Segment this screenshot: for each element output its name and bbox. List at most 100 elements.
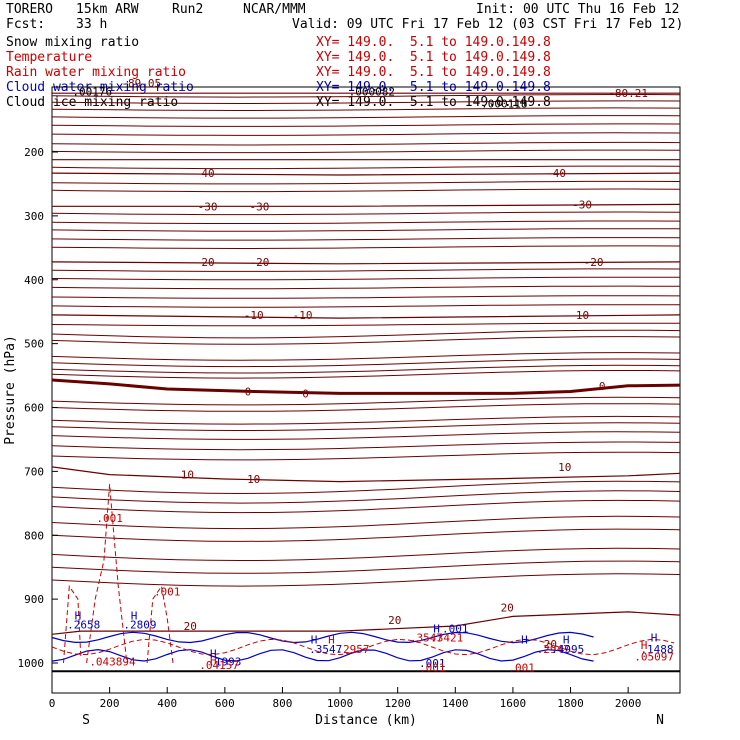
x-tick-label: 0 xyxy=(49,697,56,710)
isotherm-line xyxy=(51,220,681,224)
isotherm-line xyxy=(51,245,681,250)
isotherm-line xyxy=(51,515,681,530)
contour-label: H xyxy=(328,633,335,646)
contour-label: .001 xyxy=(442,623,469,636)
isotherm--40 xyxy=(51,172,681,176)
contour-label: .00176 xyxy=(72,85,112,98)
contour-label: 10 xyxy=(558,461,571,474)
isotherm-line xyxy=(51,547,681,562)
contour-label: 0 xyxy=(245,386,252,399)
contour-label: .1993 xyxy=(208,656,241,669)
isotherm-line xyxy=(51,431,681,440)
contour-label: -40 xyxy=(195,167,215,180)
contour-label: .3547 xyxy=(410,632,443,645)
contour-label: .4995 xyxy=(551,643,584,656)
isotherm-line xyxy=(51,237,681,241)
legend-temperature-xy: XY= 149.0. 5.1 to 149.0.149.8 xyxy=(316,50,551,65)
header-run: Run2 xyxy=(172,2,204,17)
isotherm-line xyxy=(51,329,681,339)
x-tick-label: 1400 xyxy=(442,697,469,710)
contour-label: H xyxy=(563,633,570,646)
isotherm-line xyxy=(51,415,681,425)
rain-water-contour xyxy=(63,584,82,664)
isotherm-line xyxy=(51,499,681,514)
isotherm--30 xyxy=(52,203,681,207)
contour-label: H xyxy=(433,623,440,636)
isotherm-line xyxy=(51,336,681,345)
isotherm-line xyxy=(51,165,681,170)
contour-label: H xyxy=(311,633,318,646)
header-fcst-label: Fcst: xyxy=(6,17,46,32)
header-valid: Valid: 09 UTC Fri 17 Feb 12 (03 CST Fri … xyxy=(292,17,684,32)
contour-label: H xyxy=(521,633,528,646)
contour-label: H xyxy=(210,654,217,667)
contour-label: .2658 xyxy=(67,619,100,632)
isotherm-line xyxy=(51,451,681,461)
isotherm-line xyxy=(51,480,681,495)
contour-label: H xyxy=(210,647,217,660)
contour-label: -40 xyxy=(546,167,566,180)
contour-label: .2957 xyxy=(336,643,369,656)
legend-snow-name: Snow mixing ratio xyxy=(6,35,140,50)
header-fcst-value: 33 h xyxy=(76,17,108,32)
contour-label: H xyxy=(75,610,82,623)
contour-label: .001 xyxy=(419,662,446,675)
isotherm-line xyxy=(51,228,681,232)
x-end-label-north: N xyxy=(656,713,664,728)
isotherm-line xyxy=(51,560,681,574)
x-tick-label: 600 xyxy=(215,697,235,710)
isotherm-line xyxy=(51,276,681,281)
y-tick-label: 1000 xyxy=(18,657,45,670)
header-init: Init: 00 UTC Thu 16 Feb 12 xyxy=(476,2,680,17)
isotherm-line xyxy=(51,403,681,412)
x-tick-label: 200 xyxy=(100,697,120,710)
contour-label: .1488 xyxy=(640,643,673,656)
contour-label: 10 xyxy=(181,469,194,482)
isotherm-line xyxy=(51,573,681,587)
contour-label: -10 xyxy=(244,309,264,322)
isotherm-line xyxy=(51,180,681,185)
y-axis-label: Pressure (hPa) xyxy=(3,335,18,445)
isotherm--20 xyxy=(51,261,681,265)
isotherm-line xyxy=(51,149,681,154)
isotherm-line xyxy=(51,285,681,290)
y-tick-label: 500 xyxy=(24,338,44,351)
rain-water-contour xyxy=(146,585,174,664)
contour-label: H xyxy=(651,632,658,645)
contour-label: -30 xyxy=(198,200,218,213)
isotherm-line xyxy=(51,94,681,98)
isotherm-line xyxy=(51,188,681,193)
isotherm-line xyxy=(51,370,681,379)
legend-rain-xy: XY= 149.0. 5.1 to 149.0.149.8 xyxy=(316,65,551,80)
isotherm-10 xyxy=(51,466,681,483)
contour-label: -20 xyxy=(249,256,269,269)
contour-label: .2809 xyxy=(123,619,156,632)
contour-label: 20 xyxy=(544,638,557,651)
isotherm-line xyxy=(51,100,681,105)
contour-label: H xyxy=(131,610,138,623)
y-tick-label: 300 xyxy=(24,210,44,223)
isotherm-line xyxy=(51,132,681,136)
contour-label: .001 xyxy=(96,512,123,525)
plot-frame xyxy=(51,86,681,694)
isotherm-line xyxy=(51,396,681,406)
contour-label: -30 xyxy=(249,200,269,213)
temperature-isotherms xyxy=(51,92,681,673)
y-tick-label: 600 xyxy=(24,402,44,415)
isotherm-line xyxy=(51,364,681,374)
isotherm-line xyxy=(51,115,681,119)
isotherm-line xyxy=(51,422,681,432)
contour-label: .3421 xyxy=(430,632,463,645)
contour-label: .000118 xyxy=(481,98,527,111)
y-tick-label: 800 xyxy=(24,529,44,542)
x-tick-label: 800 xyxy=(273,697,293,710)
x-tick-label: 1800 xyxy=(557,697,584,710)
y-tick-label: 700 xyxy=(24,465,44,478)
isotherm-line xyxy=(51,295,681,299)
isotherm--10 xyxy=(51,314,681,319)
legend-rain-name: Rain water mixing ratio xyxy=(6,65,187,80)
contour-label: -89.05 xyxy=(121,77,161,90)
hydrometeor-contours xyxy=(51,484,675,664)
contour-label: .001 xyxy=(419,657,446,670)
isotherm-line xyxy=(51,528,681,542)
